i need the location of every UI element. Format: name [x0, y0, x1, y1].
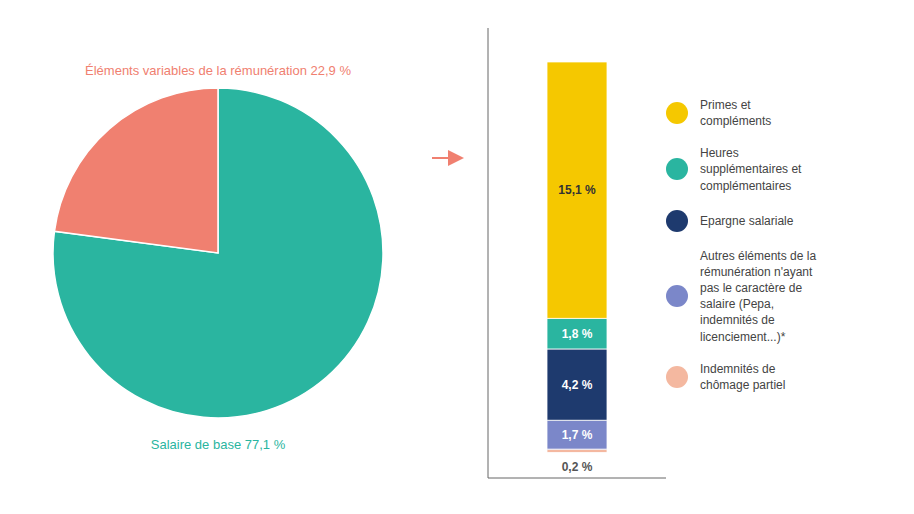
- html-text:Heures supplémentaires et comp: Heures supplémentaires et complémentaire…: [700, 146, 802, 193]
- html-text:Epargne salariale: Epargne salariale: [700, 213, 794, 228]
- svg-text:1,8 %: 1,8 %: [562, 327, 593, 341]
- svg-text:0,2 %: 0,2 %: [562, 460, 593, 474]
- svg-text:1,7 %: 1,7 %: [562, 428, 593, 442]
- svg-text:15,1 %: 15,1 %: [558, 183, 596, 197]
- html-text:Primes et compléments: Primes et compléments: [700, 97, 772, 128]
- svg-text:Salaire de base 77,1 %: Salaire de base 77,1 %: [151, 437, 286, 452]
- html-text:Autres éléments de la rémunéra: Autres éléments de la rémunération n'aya…: [700, 248, 817, 344]
- svg-text:Éléments variables de la rémun: Éléments variables de la rémunération 22…: [85, 63, 351, 78]
- svg-text:4,2 %: 4,2 %: [562, 378, 593, 392]
- html-text:Indemnités de chômage partiel: Indemnités de chômage partiel: [700, 361, 786, 392]
